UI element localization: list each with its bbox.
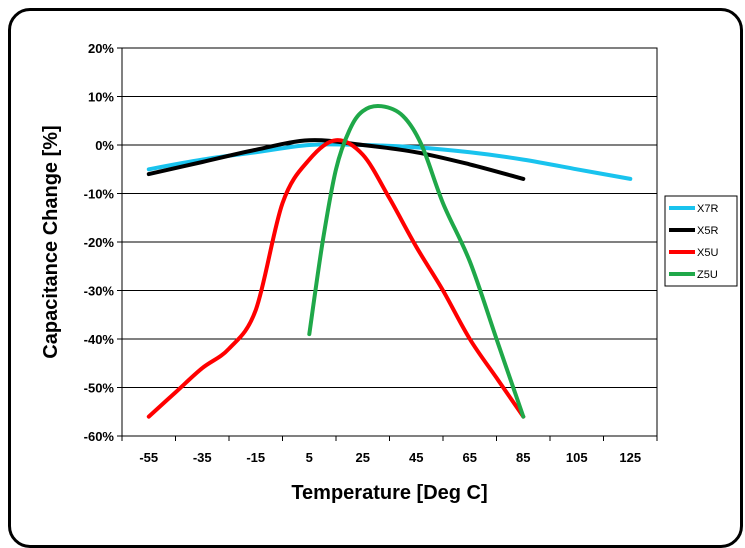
x-tick-label: -35	[193, 450, 212, 465]
y-tick-label: -30%	[84, 284, 115, 299]
x-tick-label: 105	[566, 450, 588, 465]
x-tick-label: -15	[246, 450, 265, 465]
y-tick-label: -60%	[84, 429, 115, 444]
series-lines	[146, 104, 633, 419]
y-tick-label: -10%	[84, 187, 115, 202]
legend-box	[664, 195, 738, 287]
y-tick-label: -20%	[84, 235, 115, 250]
legend-label-x7r: X7R	[697, 203, 718, 215]
y-tick-label: 10%	[88, 90, 114, 105]
legend-label-z5u: Z5U	[697, 269, 718, 281]
y-tick-label: -50%	[84, 381, 115, 396]
x-axis-title: Temperature [Deg C]	[291, 482, 487, 504]
y-axis-ticks: 20% 10% 0% -10% -20% -30% -40% -50% -60%	[84, 41, 122, 444]
x-tick-label: 25	[356, 450, 370, 465]
x-tick-label: -55	[139, 450, 158, 465]
legend: X7R X5R X5U Z5U	[664, 195, 738, 287]
y-tick-label: 20%	[88, 41, 114, 56]
series-line-z5u	[307, 104, 526, 419]
x-tick-label: 85	[516, 450, 530, 465]
x-tick-label: 5	[306, 450, 313, 465]
x-tick-label: 125	[619, 450, 641, 465]
x-axis-ticks: -55 -35 -15 5 25 45 65 85 105 125	[121, 436, 658, 465]
chart: 20%10%0%-10%-20%-30%-40%-50%-60% -55 -35-…	[40, 41, 738, 504]
legend-label-x5u: X5U	[697, 247, 718, 259]
series-line-x5u	[146, 138, 526, 419]
legend-label-x5r: X5R	[697, 225, 718, 237]
x-tick-label: 65	[463, 450, 477, 465]
y-tick-label: -40%	[84, 332, 115, 347]
y-axis-title: Capacitance Change [%]	[40, 125, 62, 358]
x-tick-label: 45	[409, 450, 423, 465]
y-tick-label: 0%	[95, 138, 114, 153]
